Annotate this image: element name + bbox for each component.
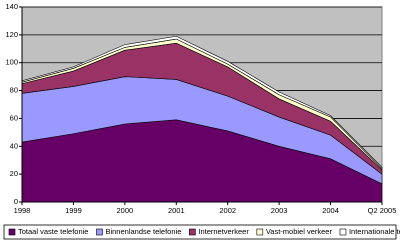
- x-tick-label: 2000: [117, 206, 134, 215]
- legend-label: Internetverkeer: [198, 227, 249, 236]
- legend-label: Vast-mobiel verkeer: [266, 227, 333, 236]
- x-tick-label: 1999: [65, 206, 82, 215]
- x-tick-label: 2002: [219, 206, 236, 215]
- x-tick-label: 2004: [322, 206, 339, 215]
- legend-label: Internationale telefonie: [349, 227, 400, 236]
- legend-swatch: [96, 228, 103, 236]
- legend-label: Totaal vaste telefonie: [18, 227, 88, 236]
- legend-swatch: [189, 228, 196, 236]
- legend: [3, 224, 397, 240]
- y-tick-label: 80: [10, 86, 18, 95]
- x-tick-label: Q2 2005: [368, 206, 397, 215]
- y-tick-label: 0: [14, 197, 18, 206]
- y-tick-label: 60: [10, 113, 18, 122]
- legend-swatch: [8, 228, 16, 236]
- area: [21, 35, 383, 170]
- legend-swatch: [256, 228, 264, 236]
- y-tick-label: 20: [10, 169, 18, 178]
- y-tick-label: 140: [5, 2, 18, 11]
- x-tick-label: 1998: [14, 206, 31, 215]
- y-tick-label: 40: [10, 141, 18, 150]
- x-tick-label: 2003: [271, 206, 288, 215]
- y-tick-label: 120: [5, 30, 18, 39]
- x-tick-label: 2001: [168, 206, 185, 215]
- legend-swatch: [339, 228, 347, 236]
- legend-label: Binnenlandse telefonie: [105, 227, 181, 236]
- y-tick-label: 100: [5, 58, 18, 67]
